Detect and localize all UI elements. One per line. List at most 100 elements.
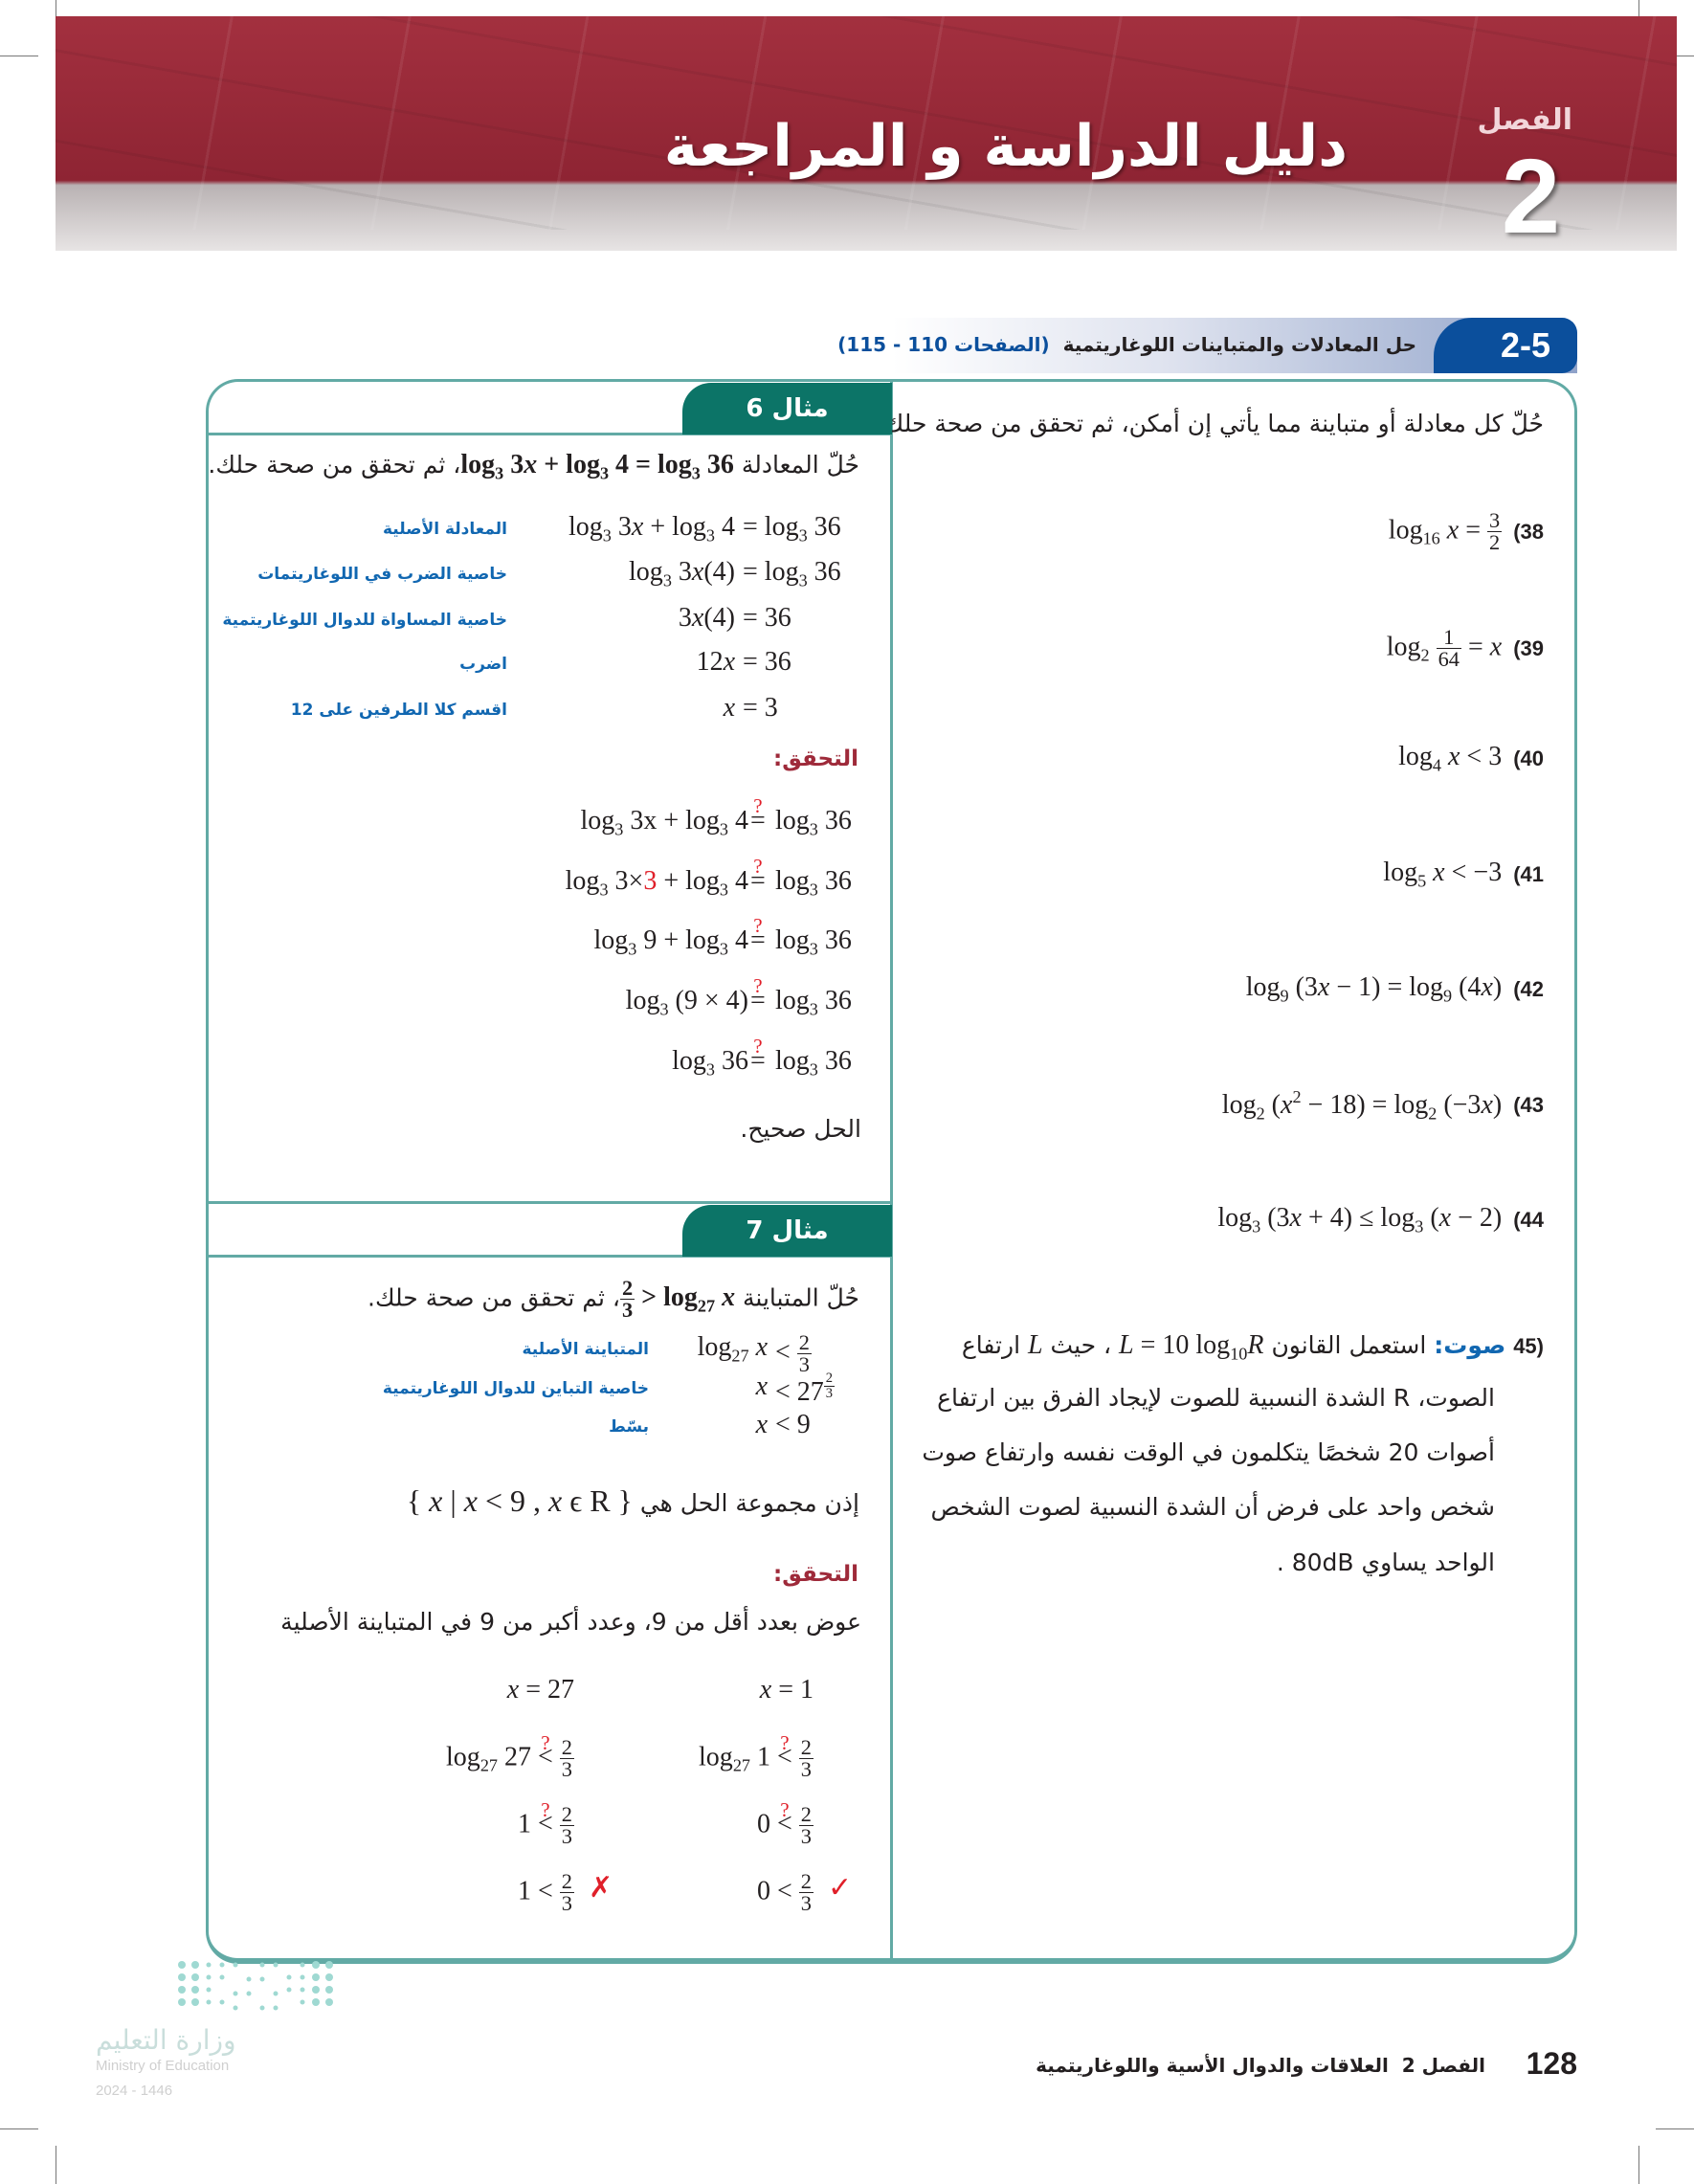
logo-dot [300,1962,305,1968]
example-6-tab: مثال 6 [682,383,892,435]
step-rhs: < 27 2 3 [775,1371,836,1408]
crop-mark [1638,2146,1639,2184]
logo-dot [312,1998,320,2006]
column-divider [890,381,893,1962]
chapter-label: الفصل [1477,103,1572,137]
logo-dot [233,2005,238,2011]
check-equals: =? [750,1035,766,1076]
question-text: ، حيث [1050,1331,1112,1359]
exercise-instruction: حُلّ كل معادلة أو متباينة مما يأتي إن أم… [876,410,1544,437]
section-tab [1434,318,1577,373]
logo-dot [325,1998,333,2006]
logo-dot [191,1961,199,1969]
ministry-name-ar: وزارة التعليم [96,2024,236,2056]
step-lhs: 3x(4) [678,603,735,633]
logo-dot [206,1999,212,2005]
logo-dot [300,1987,305,1993]
exercise-expression: log3 (3x + 4) ≤ log3 (x − 2) [1217,1203,1503,1237]
crop-mark [1656,2128,1694,2129]
step-label: خاصية الضرب في اللوغاريتمات [257,565,507,584]
check-lhs: log3 3x + log3 4 [580,806,748,839]
logo-dot [273,1991,279,1996]
logo-dot [259,1976,265,1982]
step-rhs: = 36 [743,647,791,677]
exercise-item: log5 x < −3 (41 [1383,858,1544,891]
step-label: المتباينة الأصلية [522,1340,649,1359]
logo-dot [273,1962,279,1968]
exercise-number: (38 [1513,519,1544,544]
logo-dot [178,1986,186,1994]
footer-chapter-title: العلاقات والدوال الأسية واللوغاريتمية [1036,2054,1389,2077]
variable: L [1027,1330,1043,1360]
exercise-item: log16 x = 3 2 (38 [1388,508,1544,555]
question-text-line: شخص واحد على فرض أن الشدة النسبية لصوت ا… [930,1493,1495,1521]
logo-dot [312,1973,320,1981]
logo-dot [325,1986,333,1994]
example-7-prompt: حُلّ المتباينة log27 x < 2 3 ، ثم تحقق من … [368,1276,859,1323]
chapter-number: 2 [1501,138,1560,256]
exercise-item: log2 1 64 = x (39 [1387,626,1544,671]
question-text: ارتفاع [961,1331,1021,1359]
logo-dot [219,1962,225,1968]
question-topic: صوت: [1434,1331,1506,1359]
question-text: استعمل القانون [1271,1331,1427,1359]
question-45: (45 صوت: استعمل القانون L = 10 log10R ، … [962,1330,1544,1364]
logo-dot [286,1974,292,1980]
check-rhs: log3 36 [775,806,852,839]
ministry-logo-dots [174,1957,342,2015]
logo-dot [219,1999,225,2005]
question-number: (45 [1513,1334,1544,1358]
step-lhs: log3 3x + log3 4 [568,512,735,546]
cross-mark-icon: ✗ [589,1871,613,1905]
step-label: اضرب [459,655,507,674]
substitute-text: عوض بعدد أقل من 9، وعدد أكبر من 9 في الم… [280,1608,861,1636]
logo-dot [273,2005,279,2011]
check-rhs: log3 36 [775,925,852,959]
step-label: خاصية المساواة للدوال اللوغاريتمية [222,611,507,630]
logo-dot [191,1973,199,1981]
exercise-number: (43 [1513,1093,1544,1118]
section-title-text: حل المعادلات والمتباينات اللوغاريتمية [1062,333,1416,356]
check-lhs: log3 36 [672,1046,748,1080]
ministry-name-en: Ministry of Education [96,2058,230,2074]
step-rhs: = log3 36 [743,512,841,546]
section-pages: (الصفحات 110 - 115) [837,333,1050,356]
step-lhs: log27 x [697,1332,768,1366]
check-title: التحقق: [773,747,858,771]
step-lhs: 12x [696,647,735,677]
step-label: اقسم كلا الطرفين على 12 [290,701,507,720]
logo-dot [206,1974,212,1980]
logo-dot [191,1998,199,2006]
logo-dot [312,1961,320,1969]
exercise-item: log9 (3x − 1) = log9 (4x) (42 [1246,972,1544,1006]
year: 2024 - 1446 [96,2083,173,2099]
prompt-text: حُلّ المتباينة [743,1283,859,1312]
example-rule [206,1255,892,1258]
exercise-number: (44 [1513,1207,1544,1232]
logo-dot [233,1962,238,1968]
step-label: المعادلة الأصلية [382,520,507,539]
example-rule [206,1201,892,1204]
check-rhs: log3 36 [775,866,852,900]
check-mark-icon: ✓ [828,1871,853,1905]
exercise-item: log4 x < 3 (40 [1398,742,1544,775]
logo-dot [246,1991,252,1996]
exercise-expression: log5 x < −3 [1383,858,1503,891]
step-rhs: = log3 36 [743,557,841,591]
exercise-expression: log2 (x2 − 18) = log2 (−3x) [1221,1087,1503,1124]
exercise-number: (42 [1513,976,1544,1001]
logo-dot [206,1987,212,1993]
check-equals: =? [750,914,766,955]
logo-dot [312,1986,320,1994]
equation: log3 3x + log3 4 = log3 36 [460,450,734,483]
section-number: 2-5 [1500,325,1550,365]
logo-dot [191,1986,199,1994]
step-label: بسّط [609,1417,649,1437]
check-step: x = 1 [759,1675,814,1705]
logo-dot [246,1976,252,1982]
